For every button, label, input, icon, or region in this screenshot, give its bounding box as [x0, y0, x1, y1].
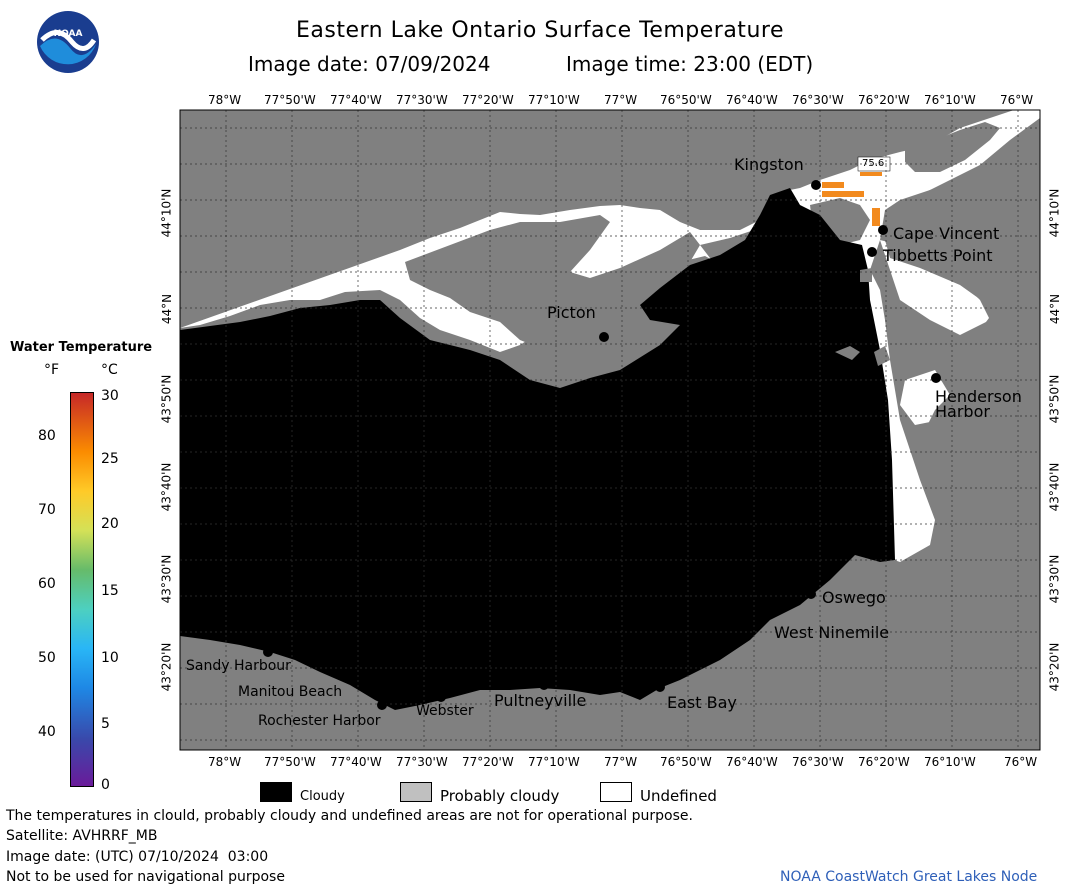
noaa-logo-text: NOAA — [54, 29, 83, 39]
lon-label-bottom: 76°50'W — [660, 755, 712, 769]
lon-label-top: 76°20'W — [858, 93, 910, 107]
place-label: Manitou Beach — [238, 684, 343, 700]
place-markers — [263, 180, 941, 710]
lon-label-top: 76°50'W — [660, 93, 712, 107]
probably-cloudy-swatch — [400, 782, 432, 802]
lon-label-top: 76°30'W — [792, 93, 844, 107]
lon-label-bottom: 76°40'W — [726, 755, 778, 769]
image-time: Image time: 23:00 (EDT) — [566, 52, 814, 76]
lon-label-top: 77°40'W — [330, 93, 382, 107]
lat-label-right: 44°N — [1048, 293, 1063, 325]
lon-label-bottom: 77°30'W — [396, 755, 448, 769]
place-label: Tibbetts Point — [883, 246, 993, 265]
noaa-logo: NOAA — [36, 10, 100, 74]
place-label: Cape Vincent — [893, 224, 1000, 243]
colorbar-unit-c: °C — [101, 362, 118, 378]
lon-label-top: 77°W — [604, 93, 638, 107]
image-date: Image date: 07/09/2024 — [248, 52, 491, 76]
lat-label-left: 43°20'N — [159, 642, 174, 692]
lat-label-left: 43°50'N — [159, 374, 174, 424]
utc-date: Image date: (UTC) 07/10/2024 03:00 — [6, 849, 269, 865]
page-title: Eastern Lake Ontario Surface Temperature — [296, 18, 784, 43]
colorbar-tick-f: 50 — [38, 650, 56, 666]
lon-label-top: 78°W — [208, 93, 242, 107]
lat-label-right: 43°20'N — [1047, 642, 1062, 692]
colorbar-tick-c: 0 — [101, 777, 110, 793]
lat-label-right: 43°50'N — [1047, 374, 1062, 424]
colorbar-tick-c: 5 — [101, 716, 110, 732]
probably-cloudy-label: Probably cloudy — [440, 787, 560, 805]
place-label: Henderson — [935, 387, 1022, 406]
graticule — [180, 110, 1040, 750]
cloudy-label: Cloudy — [300, 789, 345, 804]
lon-label-bottom: 77°50'W — [264, 755, 316, 769]
disclaimer: The temperatures in clould, probably clo… — [6, 808, 693, 824]
colorbar-tick-c: 25 — [101, 451, 119, 467]
lon-label-bottom: 76°10'W — [924, 755, 976, 769]
place-label: Rochester Harbor — [258, 713, 381, 729]
lon-label-bottom: 76°30'W — [792, 755, 844, 769]
cloudy-swatch — [260, 782, 292, 802]
colorbar-tick-c: 10 — [101, 650, 119, 666]
cloudy-area — [180, 188, 895, 710]
place-label: Webster — [416, 703, 474, 719]
nav-warning: Not to be used for navigational purpose — [6, 869, 285, 885]
satellite-info: Satellite: AVHRRF_MB — [6, 828, 158, 844]
lon-label-top: 76°W — [1000, 93, 1034, 107]
place-label: Picton — [547, 303, 596, 322]
colorbar-tick-c: 30 — [101, 388, 119, 404]
undefined-swatch — [600, 782, 632, 802]
lon-label-top: 77°10'W — [528, 93, 580, 107]
lon-label-bottom: 77°40'W — [330, 755, 382, 769]
lon-label-top: 76°40'W — [726, 93, 778, 107]
lon-label-top: 77°50'W — [264, 93, 316, 107]
lon-label-top: 76°10'W — [924, 93, 976, 107]
lon-label-bottom: 77°20'W — [462, 755, 514, 769]
lon-label-bottom: 77°10'W — [528, 755, 580, 769]
lat-label-left: 44°N — [160, 293, 175, 325]
place-label: Harbor — [935, 402, 990, 421]
buoy-temp-label: 75.6 — [862, 158, 885, 169]
warm-water — [822, 172, 882, 226]
place-label: Sandy Harbour — [186, 658, 291, 674]
colorbar-tick-f: 40 — [38, 724, 56, 740]
place-label: West Ninemile — [774, 623, 890, 642]
colorbar-tick-f: 60 — [38, 576, 56, 592]
colorbar-tick-f: 80 — [38, 428, 56, 444]
map-frame — [179, 109, 1041, 751]
credit: NOAA CoastWatch Great Lakes Node — [780, 869, 1038, 885]
lat-label-right: 44°10'N — [1047, 188, 1062, 238]
colorbar-tick-c: 15 — [101, 583, 119, 599]
colorbar — [70, 392, 94, 787]
lat-label-right: 43°30'N — [1047, 554, 1062, 604]
undefined-label: Undefined — [640, 787, 717, 805]
place-label: Pultneyville — [494, 691, 587, 710]
colorbar-unit-f: °F — [44, 362, 60, 378]
lat-label-left: 43°40'N — [159, 462, 174, 512]
lon-label-top: 77°20'W — [462, 93, 514, 107]
lon-label-bottom: 77°W — [604, 755, 638, 769]
place-label: Oswego — [822, 588, 886, 607]
lat-label-left: 44°10'N — [159, 188, 174, 238]
colorbar-tick-c: 20 — [101, 516, 119, 532]
colorbar-title: Water Temperature — [10, 340, 153, 355]
lon-label-bottom: 76°W — [1004, 755, 1038, 769]
lon-label-bottom: 76°20'W — [858, 755, 910, 769]
lat-label-right: 43°40'N — [1047, 462, 1062, 512]
lat-label-left: 43°30'N — [159, 554, 174, 604]
lon-label-bottom: 78°W — [208, 755, 242, 769]
land-features — [405, 122, 1040, 750]
place-label: Kingston — [734, 155, 804, 174]
lon-label-top: 77°30'W — [396, 93, 448, 107]
colorbar-tick-f: 70 — [38, 502, 56, 518]
place-label: East Bay — [667, 693, 737, 712]
